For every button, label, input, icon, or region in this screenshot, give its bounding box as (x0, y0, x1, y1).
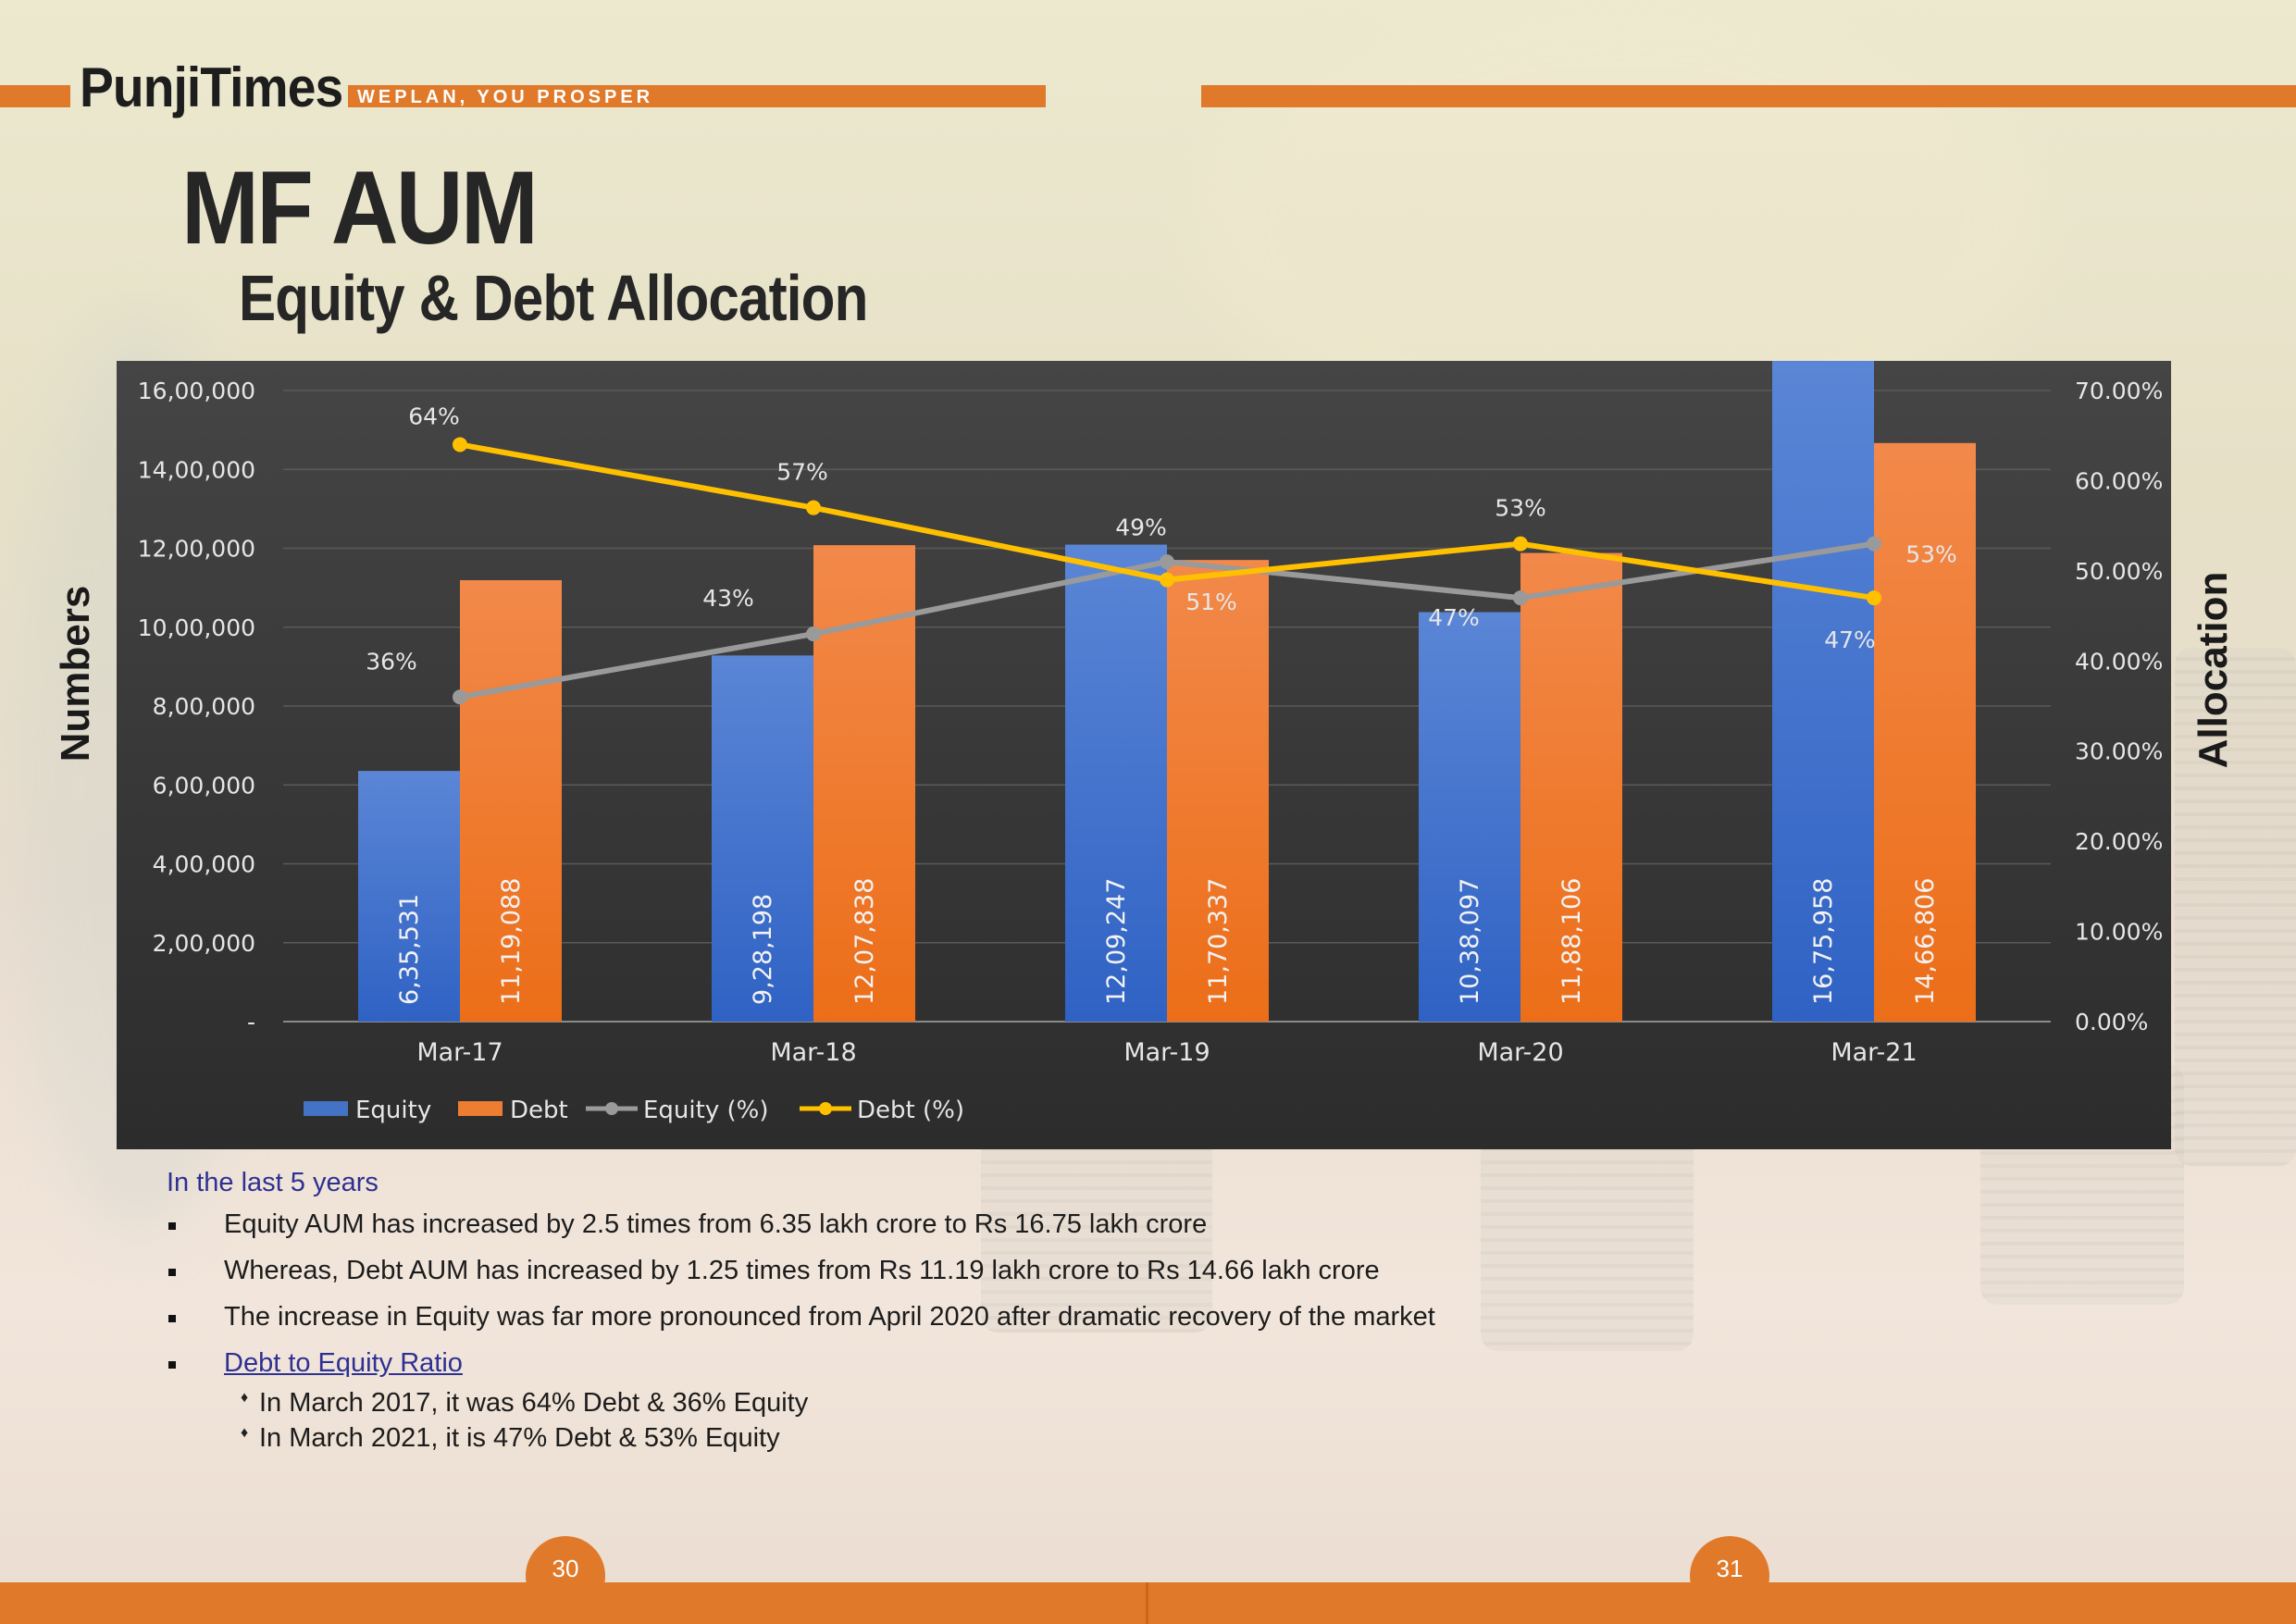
bar-data-label: 10,38,097 (1456, 878, 1484, 1005)
y-left-tick-label: 4,00,000 (153, 851, 255, 878)
bar-data-label: 6,35,531 (395, 894, 424, 1005)
legend-label: Debt (510, 1097, 568, 1124)
aum-chart-svg: - 2,00,000 4,00,000 6,00,000 8,00,000 10,00,0… (117, 361, 2171, 1149)
y-left-tick-label: 14,00,000 (138, 456, 255, 483)
brand-bar-left (0, 85, 70, 107)
x-tick-label: Mar-21 (1831, 1038, 1917, 1067)
note-bullet: Whereas, Debt AUM has increased by 1.25 … (167, 1256, 1740, 1286)
legend-label: Debt (%) (857, 1097, 964, 1124)
notes-heading: In the last 5 years (167, 1168, 379, 1197)
right-axis-title: Allocation (2191, 571, 2236, 769)
aum-chart: - 2,00,000 4,00,000 6,00,000 8,00,000 10,00,0… (117, 361, 2171, 1149)
bar-data-label: 11,88,106 (1558, 878, 1586, 1005)
bar-debt (1167, 560, 1269, 1022)
y-left-tick-label: - (247, 1009, 255, 1035)
footer-divider (1146, 1582, 1148, 1624)
y-right-tick-label: 70.00% (2075, 378, 2163, 404)
debt-equity-ratio-link[interactable]: Debt to Equity Ratio (224, 1348, 463, 1378)
notes-section: In the last 5 years Equity AUM has incre… (167, 1168, 1740, 1458)
line-point (806, 626, 821, 642)
bar-data-label: 12,09,247 (1102, 878, 1131, 1005)
note-bullet-ratio: Debt to Equity Ratio (167, 1348, 1740, 1379)
bar-data-label: 11,70,337 (1204, 878, 1233, 1005)
legend-marker (819, 1102, 832, 1115)
y-right-tick-label: 20.00% (2075, 828, 2163, 855)
line-point (1160, 554, 1174, 570)
legend-label: Equity (%) (643, 1097, 768, 1124)
bar-debt (460, 579, 562, 1022)
ratio-item: In March 2021, it is 47% Debt & 53% Equi… (241, 1423, 1740, 1454)
y-left-tick-label: 6,00,000 (153, 772, 255, 799)
y-left-tick-label: 2,00,000 (153, 930, 255, 957)
bar-equity (1419, 612, 1520, 1022)
note-bullet: Equity AUM has increased by 2.5 times fr… (167, 1209, 1740, 1240)
y-left-tick-label: 16,00,000 (138, 378, 255, 404)
x-tick-label: Mar-17 (416, 1038, 503, 1067)
y-right-tick-label: 10.00% (2075, 919, 2163, 946)
debt-pct-label: 49% (1115, 514, 1167, 541)
page-title: MF AUM (181, 150, 539, 266)
ratio-sublist: In March 2017, it was 64% Debt & 36% Equ… (167, 1388, 1740, 1454)
brand-logo: PunjiTimes (80, 56, 343, 118)
debt-pct-label: 57% (776, 459, 828, 486)
ratio-item: In March 2017, it was 64% Debt & 36% Equ… (241, 1388, 1740, 1419)
equity-pct-label: 51% (1185, 589, 1237, 615)
x-tick-label: Mar-20 (1477, 1038, 1563, 1067)
bar-data-label: 11,19,088 (497, 878, 526, 1005)
bar-equity (1772, 361, 1874, 1022)
y-left-tick-label: 12,00,000 (138, 536, 255, 563)
y-right-tick-label: 60.00% (2075, 467, 2163, 494)
y-right-tick-label: 40.00% (2075, 648, 2163, 675)
bar-debt (1520, 552, 1622, 1022)
line-point (1513, 536, 1528, 552)
equity-pct-label: 47% (1428, 604, 1480, 631)
legend-marker (605, 1102, 618, 1115)
line-point (1867, 536, 1881, 552)
bar-data-label: 9,28,198 (749, 894, 777, 1005)
x-tick-label: Mar-19 (1123, 1038, 1210, 1067)
brand-tagline: WEPLAN, YOU PROSPER (357, 87, 654, 107)
bar-equity (358, 771, 460, 1022)
y-left-tick-label: 8,00,000 (153, 693, 255, 720)
bar-equity (1065, 544, 1167, 1022)
equity-pct-label: 53% (1905, 541, 1957, 568)
debt-pct-label: 53% (1495, 495, 1546, 522)
line-point (453, 437, 467, 452)
y-right-tick-label: 50.00% (2075, 558, 2163, 585)
notes-list: Equity AUM has increased by 2.5 times fr… (167, 1209, 1740, 1379)
legend-swatch (304, 1101, 348, 1116)
equity-pct-label: 36% (366, 648, 417, 675)
bar-data-label: 14,66,806 (1911, 878, 1940, 1005)
equity-pct-label: 43% (702, 585, 754, 612)
page-subtitle: Equity & Debt Allocation (239, 262, 868, 334)
left-axis-title: Numbers (53, 585, 98, 762)
legend-swatch (458, 1101, 503, 1116)
bar-debt (1874, 442, 1976, 1022)
y-left-tick-label: 10,00,000 (138, 614, 255, 641)
legend-label: Equity (355, 1097, 431, 1124)
bar-data-label: 12,07,838 (850, 878, 879, 1005)
background-coin-stack (2175, 648, 2296, 1166)
x-tick-label: Mar-18 (770, 1038, 856, 1067)
line-point (1160, 572, 1174, 588)
tagline-bar (348, 85, 1046, 107)
debt-pct-label: 47% (1824, 626, 1876, 653)
note-bullet: The increase in Equity was far more pron… (167, 1302, 1740, 1333)
bar-data-label: 16,75,958 (1809, 878, 1838, 1005)
page-number-left: 30 (526, 1536, 605, 1616)
y-right-tick-label: 30.00% (2075, 738, 2163, 765)
line-point (453, 689, 467, 705)
page-number-right: 31 (1690, 1536, 1769, 1616)
brand-bar-right (1201, 85, 2296, 107)
bar-equity (712, 655, 813, 1022)
debt-pct-label: 64% (408, 403, 460, 429)
line-point (806, 500, 821, 515)
line-point (1867, 590, 1881, 606)
line-point (1513, 590, 1528, 606)
y-right-tick-label: 0.00% (2075, 1009, 2148, 1035)
